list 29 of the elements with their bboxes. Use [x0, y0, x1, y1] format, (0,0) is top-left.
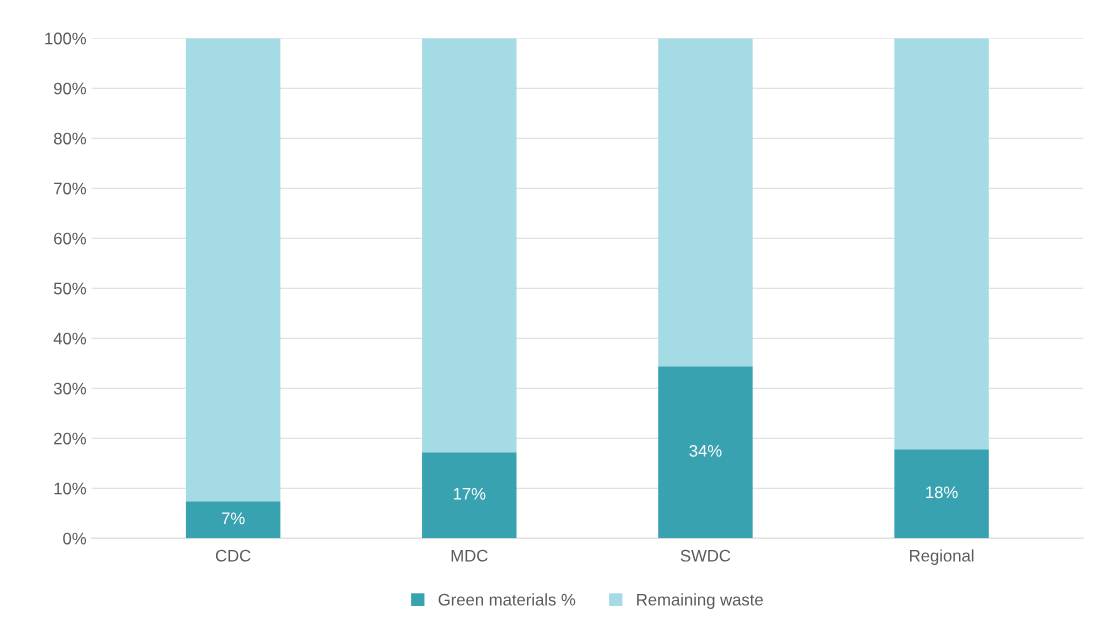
y-tick-label: 10%: [54, 482, 87, 495]
y-tick-label: 80%: [53, 132, 87, 145]
y-tick-label: 20%: [54, 432, 87, 445]
data-label: 17%: [453, 488, 486, 500]
y-tick-label: 70%: [54, 182, 87, 195]
data-label: 34%: [689, 444, 722, 457]
y-tick-label: 60%: [54, 232, 87, 245]
bar: [185, 38, 281, 502]
y-tick-label: 50%: [53, 282, 87, 295]
data-label: 18%: [926, 486, 958, 499]
legend-label: Green materials %: [438, 593, 576, 606]
bar: [894, 449, 989, 539]
x-tick-label: CDC: [215, 549, 251, 562]
bar: [422, 38, 517, 453]
y-tick-label: 0%: [63, 532, 87, 545]
y-tick-label: 30%: [53, 382, 87, 395]
data-label: 7%: [221, 512, 245, 525]
x-tick-label: SWDC: [680, 549, 731, 562]
y-tick-label: 40%: [53, 332, 87, 345]
bar: [422, 452, 517, 539]
bar: [658, 366, 753, 539]
x-tick-label: MDC: [451, 549, 488, 562]
x-tick-label: Regional: [910, 549, 974, 565]
y-tick-label: 100%: [45, 32, 87, 45]
bar: [658, 38, 753, 367]
bar: [894, 38, 989, 450]
y-tick-label: 90%: [54, 82, 87, 95]
bar: [185, 501, 281, 539]
legend-label: Remaining waste: [637, 593, 763, 609]
